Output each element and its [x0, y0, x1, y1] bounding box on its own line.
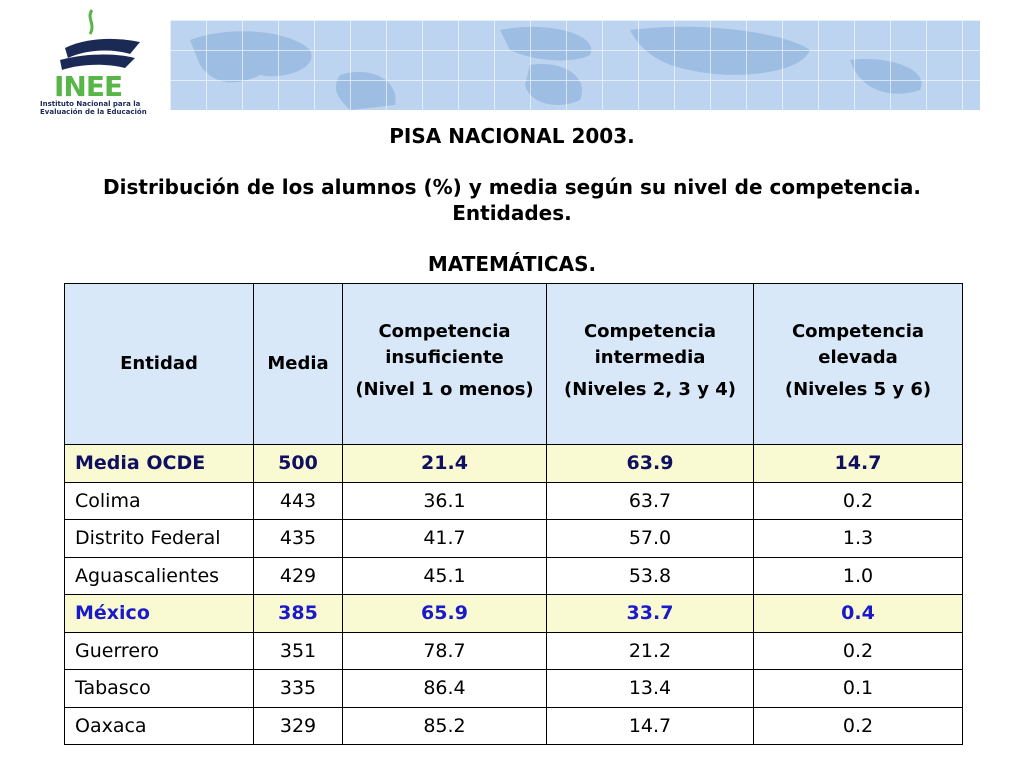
header-banner: [170, 20, 980, 110]
header-elevada: Competencia elevada (Niveles 5 y 6): [753, 283, 963, 445]
cell-intermedia: 57.0: [546, 519, 754, 558]
cell-media: 335: [253, 669, 343, 708]
cell-intermedia: 53.8: [546, 556, 754, 595]
cell-media: 329: [253, 706, 343, 745]
cell-media: 385: [253, 594, 343, 633]
inee-logo: INEE Instituto Nacional para la Evaluaci…: [30, 8, 170, 118]
cell-entidad: Oaxaca: [64, 706, 254, 745]
table-row-media-ocde: Media OCDE 500 21.4 63.9 14.7: [64, 444, 963, 483]
logo-caption: Instituto Nacional para la Evaluación de…: [40, 100, 147, 116]
table-row: Guerrero 351 78.7 21.2 0.2: [64, 631, 963, 670]
world-map-background: [170, 20, 980, 110]
table-row: Oaxaca 329 85.2 14.7 0.2: [64, 706, 963, 745]
cell-insuficiente: 86.4: [342, 669, 547, 708]
cell-intermedia: 33.7: [546, 594, 754, 633]
header-media: Media: [253, 283, 343, 445]
cell-entidad: Tabasco: [64, 669, 254, 708]
cell-media: 351: [253, 631, 343, 670]
cell-media: 443: [253, 481, 343, 520]
cell-media: 429: [253, 556, 343, 595]
cell-elevada: 0.1: [753, 669, 963, 708]
title-line-1: PISA NACIONAL 2003.: [389, 124, 635, 148]
cell-media: 435: [253, 519, 343, 558]
table-row: Distrito Federal 435 41.7 57.0 1.3: [64, 519, 963, 558]
cell-entidad: Distrito Federal: [64, 519, 254, 558]
cell-insuficiente: 45.1: [342, 556, 547, 595]
cell-elevada: 14.7: [753, 444, 963, 483]
cell-elevada: 1.0: [753, 556, 963, 595]
cell-intermedia: 21.2: [546, 631, 754, 670]
header-entidad: Entidad: [64, 283, 254, 445]
cell-elevada: 0.2: [753, 706, 963, 745]
cell-entidad: Media OCDE: [64, 444, 254, 483]
cell-intermedia: 14.7: [546, 706, 754, 745]
cell-elevada: 0.2: [753, 631, 963, 670]
cell-elevada: 1.3: [753, 519, 963, 558]
logo-emblem-icon: [60, 9, 140, 70]
cell-insuficiente: 21.4: [342, 444, 547, 483]
cell-entidad: México: [64, 594, 254, 633]
cell-insuficiente: 85.2: [342, 706, 547, 745]
title-line-3: MATEMÁTICAS.: [427, 252, 597, 276]
results-table: Entidad Media Competencia insuficiente (N…: [64, 283, 963, 745]
table-row: Tabasco 335 86.4 13.4 0.1: [64, 669, 963, 708]
table-row: Aguascalientes 429 45.1 53.8 1.0: [64, 556, 963, 595]
cell-intermedia: 63.7: [546, 481, 754, 520]
cell-media: 500: [253, 444, 343, 483]
table-row: Colima 443 36.1 63.7 0.2: [64, 481, 963, 520]
cell-entidad: Guerrero: [64, 631, 254, 670]
table-header-row: Entidad Media Competencia insuficiente (N…: [64, 283, 963, 445]
cell-insuficiente: 36.1: [342, 481, 547, 520]
header-insuficiente: Competencia insuficiente (Nivel 1 o menos…: [342, 283, 547, 445]
cell-elevada: 0.4: [753, 594, 963, 633]
cell-entidad: Colima: [64, 481, 254, 520]
cell-intermedia: 13.4: [546, 669, 754, 708]
cell-elevada: 0.2: [753, 481, 963, 520]
cell-entidad: Aguascalientes: [64, 556, 254, 595]
cell-insuficiente: 65.9: [342, 594, 547, 633]
cell-insuficiente: 41.7: [342, 519, 547, 558]
title-line-2: Distribución de los alumnos (%) y media …: [103, 175, 921, 225]
cell-intermedia: 63.9: [546, 444, 754, 483]
table-row-mexico: México 385 65.9 33.7 0.4: [64, 594, 963, 633]
header-intermedia: Competencia intermedia (Niveles 2, 3 y 4): [546, 283, 754, 445]
cell-insuficiente: 78.7: [342, 631, 547, 670]
logo-brand: INEE: [54, 70, 123, 103]
